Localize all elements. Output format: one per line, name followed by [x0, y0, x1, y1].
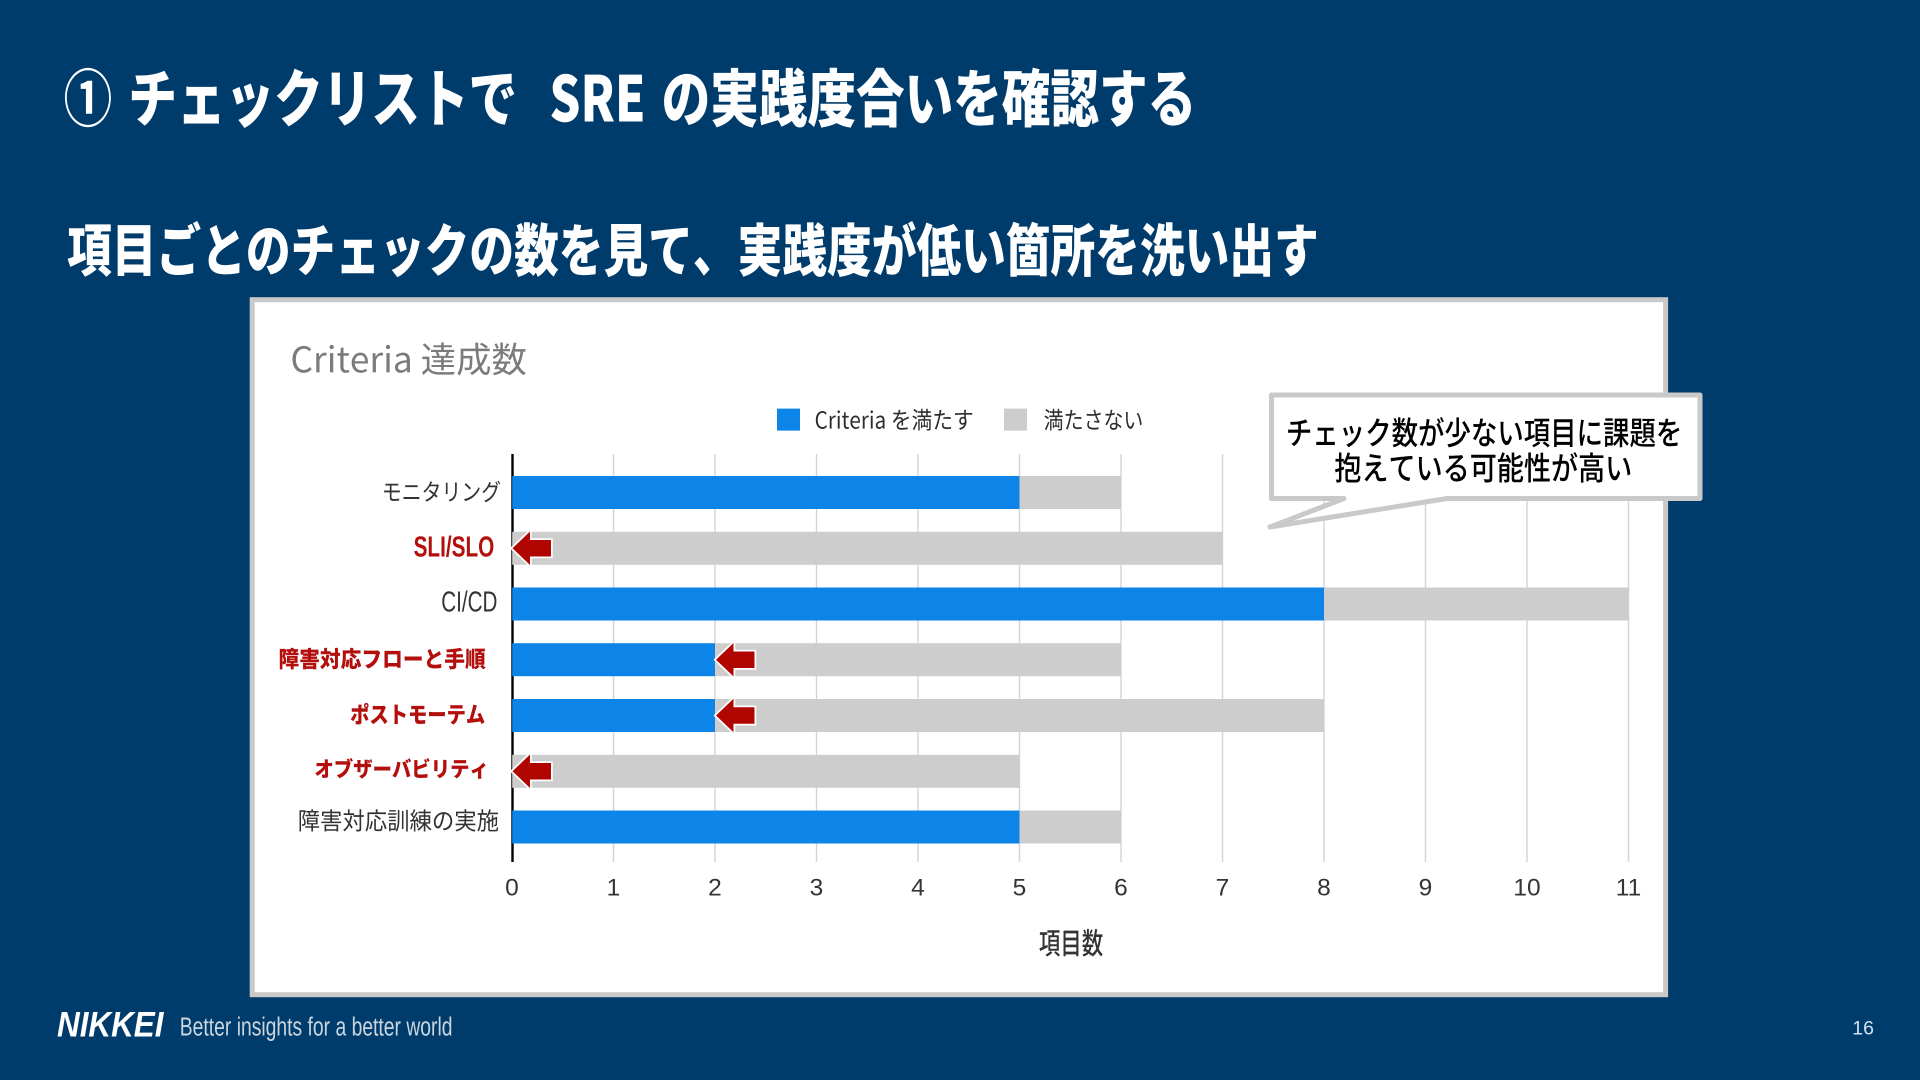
- svg-text:4: 4: [911, 875, 925, 902]
- svg-text:CI/CD: CI/CD: [441, 587, 497, 619]
- svg-text:16: 16: [1852, 1017, 1874, 1039]
- svg-text:7: 7: [1216, 875, 1230, 902]
- svg-text:3: 3: [810, 875, 824, 902]
- svg-text:11: 11: [1616, 875, 1641, 902]
- svg-text:9: 9: [1419, 875, 1433, 902]
- svg-text:Better insights for a better w: Better insights for a better world: [180, 1014, 453, 1042]
- svg-text:6: 6: [1114, 875, 1128, 902]
- svg-text:1: 1: [607, 875, 621, 902]
- svg-text:10: 10: [1513, 875, 1540, 902]
- svg-text:0: 0: [505, 875, 519, 902]
- svg-text:5: 5: [1013, 875, 1027, 902]
- svg-text:SLI/SLO: SLI/SLO: [414, 532, 495, 564]
- svg-text:2: 2: [708, 875, 722, 902]
- svg-text:NIKKEI: NIKKEI: [57, 1006, 165, 1045]
- svg-text:8: 8: [1317, 875, 1331, 902]
